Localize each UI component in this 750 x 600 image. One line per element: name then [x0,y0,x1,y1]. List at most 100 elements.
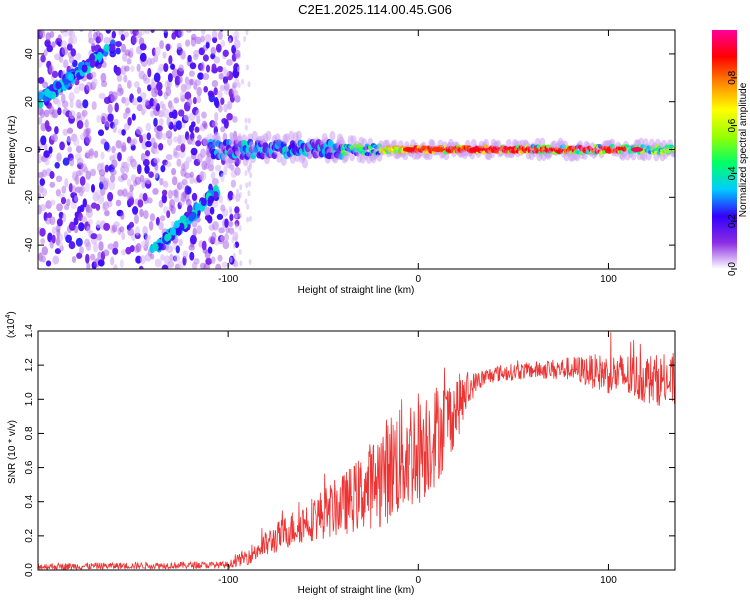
spectrogram-y-tick-label: -20 [24,190,35,205]
spectrogram-cell [107,191,114,202]
snr-y-tick-label: 0.6 [24,460,35,474]
spectrogram-cell [180,215,187,224]
spectrogram-cell [165,86,172,97]
spectrogram-cell [80,216,88,223]
spectrogram-y-tick-label: 40 [24,48,35,60]
spectrogram-cell [43,49,48,57]
spectrogram-cell [215,43,222,53]
spectrogram-cell [302,158,308,169]
spectrogram-cell [71,185,77,194]
spectrogram-cell [107,113,114,122]
spectrogram-cell [84,182,90,193]
spectrogram-cell [120,212,125,220]
spectrogram-cell [230,179,237,188]
spectrogram-cell [142,106,147,114]
spectrogram-cell [238,225,242,232]
spectrogram-cell [220,235,225,242]
spectrogram-cell [190,138,196,146]
spectrogram-cell [238,248,242,255]
spectrogram-cell [247,81,251,88]
spectrogram-cell [129,47,134,56]
spectrogram-cell [213,96,219,107]
spectrogram-cell [288,130,295,141]
spectrogram-cell [205,257,213,265]
spectrogram-cell [97,251,102,261]
spectrogram-cell [185,156,192,163]
snr-multiplier: (x104) [5,311,17,338]
spectrogram-cell [165,43,172,51]
colorbar-gradient [712,30,737,269]
spectrogram-cell [85,134,92,144]
spectrogram-cell [111,159,118,169]
snr-x-tick-label: -100 [218,575,238,586]
spectrogram-cell [217,31,223,40]
spectrogram-cell [283,133,290,144]
spectrogram-cell [183,114,190,121]
spectrogram-cell [111,30,117,39]
spectrogram-cell [211,120,218,128]
spectrogram-cell [183,161,190,170]
spectrogram-cell [117,189,124,197]
spectrogram-cell [158,143,164,151]
spectrogram-cell [56,203,63,212]
spectrogram-cell [84,118,89,129]
spectrogram-cell [210,46,217,56]
spectrogram-cell [38,116,43,125]
spectrogram-cell [113,264,118,269]
spectrogram-cell [68,109,76,120]
svg-text:(x104): (x104) [5,311,17,338]
spectrogram-cell [102,249,110,257]
spectrogram-cell [111,145,116,154]
spectrogram-cell [223,103,228,113]
spectrogram-cell [175,227,182,236]
spectrogram-cell [126,178,132,187]
spectrogram-cell [229,229,233,236]
spectrogram-cell [113,240,119,249]
spectrogram-cell [248,215,252,222]
spectrogram-cell [158,117,164,127]
spectrogram-x-tick-label: -100 [218,274,238,285]
spectrogram-cell [132,137,138,146]
spectrogram-cell [244,124,248,131]
spectrogram-cell [78,102,84,109]
spectrogram-cell [153,54,159,63]
spectrogram-cell [171,167,177,176]
spectrogram-cell [79,176,86,186]
spectrogram-cell [176,42,182,51]
spectrogram-cell [195,109,201,120]
colorbar-tick-label: 0.2 [727,214,738,228]
spectrogram-cell [134,214,139,224]
spectrogram-cell [90,38,96,47]
spectrogram-cell [75,237,83,247]
snr-x-tick-label: 100 [600,575,617,586]
spectrogram-cell [73,216,79,226]
spectrogram-cell [195,140,202,147]
snr-y-tick-label: 0.2 [24,528,35,542]
spectrogram-cell [245,182,249,189]
spectrogram-cell [124,97,130,107]
spectrogram-cell [93,258,100,268]
spectrogram-cell [139,134,144,144]
spectrogram-cell [167,72,173,83]
spectrogram-cell [61,46,69,56]
spectrogram-cell [47,212,53,219]
spectrogram-cell [116,74,123,83]
spectrogram-cell [123,74,128,83]
spectrogram-cell [213,56,221,64]
spectrogram-cell [98,32,104,43]
spectrogram-cell [187,54,192,63]
spectrogram-cell [327,140,334,148]
spectrogram-cell [38,192,42,200]
spectrogram-cell [212,221,219,231]
spectrogram-cell [51,234,56,244]
spectrogram-cell [212,191,219,200]
spectrogram-y-tick-label: -40 [24,237,35,252]
colorbar-tick-label: 0.6 [727,118,738,132]
spectrogram-cell [340,147,346,152]
spectrogram-cell [57,107,62,116]
spectrogram-cell [191,192,198,201]
spectrogram-cell [235,223,238,230]
spectrogram-x-label: Height of straight line (km) [298,285,415,296]
spectrogram-cell [148,220,154,231]
spectrogram-cell [127,227,135,237]
